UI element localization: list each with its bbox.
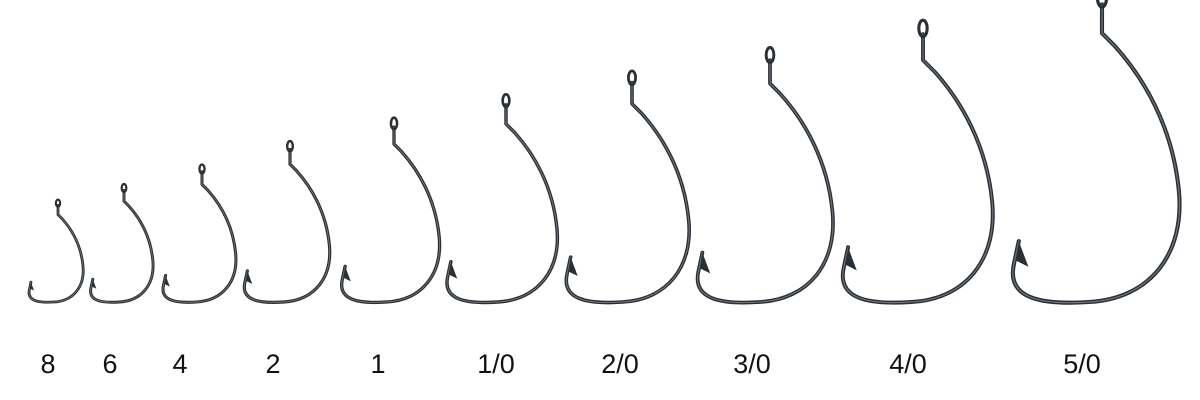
fishing-hook-6 bbox=[445, 92, 560, 305]
size-label-2-0: 2/0 bbox=[601, 349, 639, 379]
fishing-hook-4 bbox=[242, 139, 332, 304]
fishing-hook-9 bbox=[840, 18, 995, 305]
fishing-hook-7 bbox=[564, 69, 691, 305]
fishing-hook-8 bbox=[695, 46, 835, 305]
size-label-3-0: 3/0 bbox=[733, 349, 771, 379]
size-label-4: 4 bbox=[172, 349, 188, 379]
size-label-4-0: 4/0 bbox=[889, 349, 927, 379]
size-label-1: 1 bbox=[370, 349, 386, 379]
size-label-6: 6 bbox=[102, 349, 118, 379]
fishing-hook-1 bbox=[27, 198, 85, 304]
fishing-hook-3 bbox=[161, 163, 238, 304]
fishing-hook-10 bbox=[1010, 0, 1182, 305]
size-label-1-0: 1/0 bbox=[477, 349, 515, 379]
fishing-hook-5 bbox=[339, 116, 442, 305]
size-label-2: 2 bbox=[265, 349, 281, 379]
size-label-8: 8 bbox=[40, 349, 56, 379]
fishing-hook-2 bbox=[89, 182, 155, 304]
size-label-5-0: 5/0 bbox=[1063, 349, 1101, 379]
